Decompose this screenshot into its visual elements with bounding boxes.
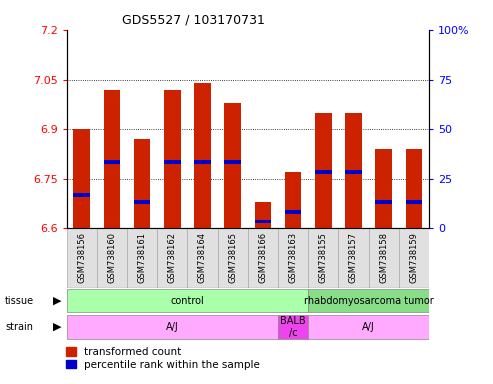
Text: GSM738163: GSM738163 [288, 232, 298, 283]
Bar [164, 89, 180, 228]
Text: tissue: tissue [5, 296, 34, 306]
Bar [254, 202, 271, 228]
Legend: transformed count, percentile rank within the sample: transformed count, percentile rank withi… [67, 347, 260, 369]
Text: ▶: ▶ [53, 296, 62, 306]
Bar [217, 228, 247, 288]
Bar [368, 228, 399, 288]
Text: control: control [171, 296, 204, 306]
Bar [375, 149, 392, 228]
Bar [345, 170, 362, 174]
Bar [375, 200, 392, 204]
Bar [104, 160, 120, 164]
Text: GSM738158: GSM738158 [379, 232, 388, 283]
Bar [399, 228, 429, 288]
Bar [278, 315, 308, 339]
Bar [164, 160, 180, 164]
Text: BALB
/c: BALB /c [280, 316, 306, 338]
Bar [194, 83, 211, 228]
Text: GSM738165: GSM738165 [228, 232, 237, 283]
Bar [345, 113, 362, 228]
Text: GSM738156: GSM738156 [77, 232, 86, 283]
Bar [248, 228, 278, 288]
Bar [157, 228, 187, 288]
Text: GSM738164: GSM738164 [198, 232, 207, 283]
Bar [308, 289, 429, 313]
Bar [285, 210, 301, 214]
Bar [338, 228, 368, 288]
Bar [254, 220, 271, 223]
Text: GSM738159: GSM738159 [409, 232, 419, 283]
Bar [104, 89, 120, 228]
Bar [134, 200, 150, 204]
Text: GSM738161: GSM738161 [138, 232, 146, 283]
Text: A/J: A/J [362, 322, 375, 332]
Bar [67, 289, 308, 313]
Bar [308, 228, 338, 288]
Bar [315, 170, 331, 174]
Bar [308, 315, 429, 339]
Bar [278, 228, 308, 288]
Text: GDS5527 / 103170731: GDS5527 / 103170731 [122, 13, 265, 26]
Bar [315, 113, 331, 228]
Bar [67, 228, 97, 288]
Bar [224, 160, 241, 164]
Bar [406, 149, 422, 228]
Bar [73, 193, 90, 197]
Bar [67, 315, 278, 339]
Bar [406, 200, 422, 204]
Text: ▶: ▶ [53, 322, 62, 332]
Text: A/J: A/J [166, 322, 178, 332]
Text: GSM738155: GSM738155 [318, 232, 328, 283]
Text: strain: strain [5, 322, 33, 332]
Bar [134, 139, 150, 228]
Bar [285, 172, 301, 228]
Bar [187, 228, 217, 288]
Bar [224, 103, 241, 228]
Text: GSM738160: GSM738160 [107, 232, 116, 283]
Bar [194, 160, 211, 164]
Bar [127, 228, 157, 288]
Text: GSM738166: GSM738166 [258, 232, 267, 283]
Bar [97, 228, 127, 288]
Bar [73, 129, 90, 228]
Text: GSM738162: GSM738162 [168, 232, 177, 283]
Text: rhabdomyosarcoma tumor: rhabdomyosarcoma tumor [304, 296, 433, 306]
Text: GSM738157: GSM738157 [349, 232, 358, 283]
